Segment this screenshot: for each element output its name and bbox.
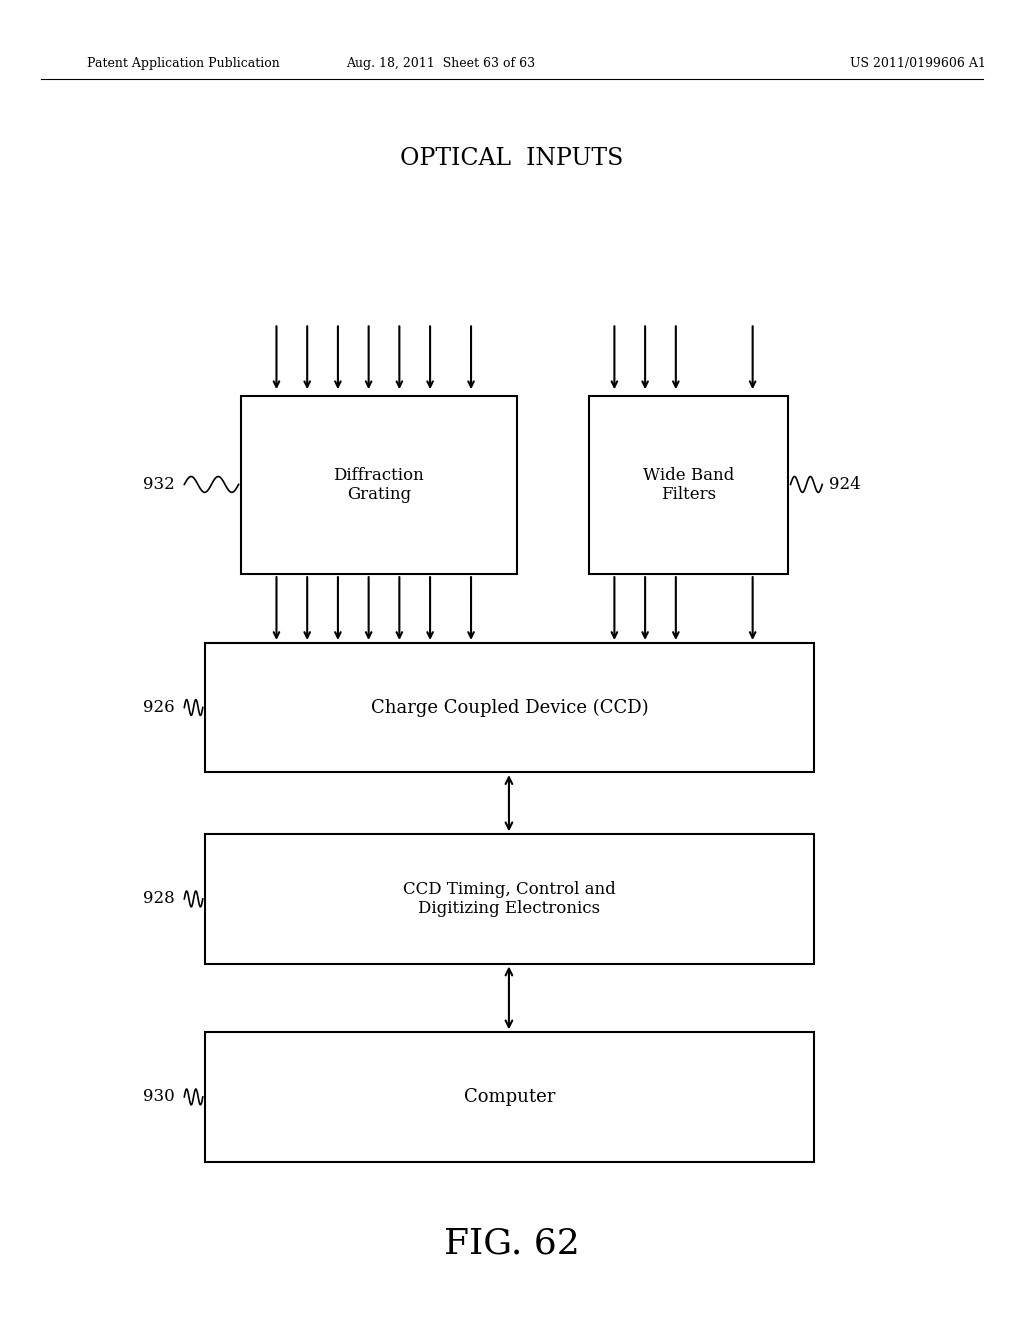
Text: 932: 932 xyxy=(142,477,175,492)
Text: Charge Coupled Device (CCD): Charge Coupled Device (CCD) xyxy=(371,698,648,717)
Bar xyxy=(205,834,814,964)
Text: 930: 930 xyxy=(142,1089,175,1105)
Text: Patent Application Publication: Patent Application Publication xyxy=(87,57,280,70)
Text: Computer: Computer xyxy=(464,1088,555,1106)
Text: Aug. 18, 2011  Sheet 63 of 63: Aug. 18, 2011 Sheet 63 of 63 xyxy=(346,57,535,70)
Text: US 2011/0199606 A1: US 2011/0199606 A1 xyxy=(850,57,986,70)
Text: 926: 926 xyxy=(143,700,174,715)
Text: Diffraction
Grating: Diffraction Grating xyxy=(334,467,424,503)
Text: FIG. 62: FIG. 62 xyxy=(444,1226,580,1261)
Bar xyxy=(205,1032,814,1162)
Bar xyxy=(589,396,788,574)
Bar xyxy=(205,643,814,772)
Text: CCD Timing, Control and
Digitizing Electronics: CCD Timing, Control and Digitizing Elect… xyxy=(403,880,615,917)
Text: Wide Band
Filters: Wide Band Filters xyxy=(643,467,734,503)
Text: OPTICAL  INPUTS: OPTICAL INPUTS xyxy=(400,147,624,170)
Text: 924: 924 xyxy=(828,477,861,492)
Bar xyxy=(241,396,517,574)
Text: 928: 928 xyxy=(142,891,175,907)
